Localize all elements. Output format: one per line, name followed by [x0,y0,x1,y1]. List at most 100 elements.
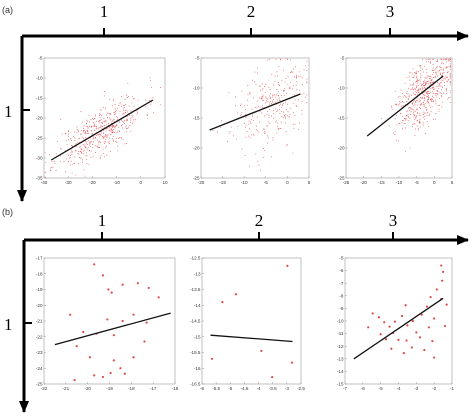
data-point-a2-279 [273,84,275,86]
data-point-a1-443 [115,141,117,143]
data-point-a2-117 [255,83,257,85]
data-point-a1-354 [105,129,107,131]
data-point-a3-438 [405,96,407,98]
data-point-a1-320 [65,158,67,160]
data-point-a1-487 [84,149,86,151]
data-point-a2-114 [266,100,267,102]
panel-b-row-label-1: 1 [4,315,13,334]
data-point-a3-533 [426,92,428,94]
data-point-a3-518 [432,64,434,66]
data-point-a2-299 [260,89,262,91]
data-point-a1-365 [121,125,123,127]
data-point-a2-146 [284,90,286,91]
data-point-a3-105 [421,85,423,86]
data-point-a1-146 [128,96,129,97]
data-point-a3-85 [427,95,429,97]
x-tick-label-a2-3: -5 [264,180,269,185]
data-point-a1-88 [83,132,85,134]
data-point-a3-353 [411,88,413,90]
data-point-a1-193 [119,137,121,139]
data-point-a1-480 [74,139,76,141]
data-point-a3-250 [419,64,421,66]
data-point-a1-207 [70,144,72,146]
data-point-a3-294 [412,89,414,91]
data-point-a1-30 [149,77,151,79]
data-point-b3-25 [418,336,421,339]
y-tick-label-a1-6: -35 [36,176,43,181]
data-point-a2-230 [280,121,282,123]
data-point-a2-213 [276,94,278,96]
fit-line-b2 [210,334,293,343]
data-point-a2-75 [268,86,270,88]
x-tick-label-b3-4: -3 [414,386,419,391]
data-point-a2-220 [280,103,282,105]
data-point-a3-402 [440,92,442,94]
data-point-a1-225 [150,79,151,81]
data-point-a2-67 [264,115,266,117]
data-point-a1-256 [92,136,94,138]
data-point-a2-197 [253,81,255,83]
data-point-a1-66 [77,138,79,140]
data-point-a2-215 [266,114,268,116]
data-point-a2-17 [217,131,218,133]
x-tick-label-a3-0: -25 [343,180,350,185]
data-point-a1-35 [77,153,79,155]
data-point-a1-192 [87,147,89,149]
data-point-a3-52 [440,74,442,76]
data-point-b1-17 [75,345,78,348]
data-point-a1-434 [97,133,99,135]
data-point-a2-37 [246,131,248,133]
data-point-a2-31 [249,91,251,93]
data-point-a2-206 [282,102,284,104]
scatter-plot-a3: -25 -20 -15 -10 -5 0 5 -5 -10 -15 -20 -25 [338,56,454,185]
data-point-a3-153 [419,104,421,106]
x-tick-label-b2-5: -3.5 [269,386,277,391]
data-point-b3-10 [377,316,380,319]
data-point-a1-187 [92,147,94,149]
data-point-a3-382 [418,91,420,93]
data-point-b2-1 [234,293,238,296]
data-point-a1-104 [131,102,133,104]
data-point-a2-165 [281,79,283,81]
y-tick-label-a2-0: -5 [195,56,200,61]
data-point-a1-317 [64,132,66,134]
data-point-a3-221 [433,97,435,98]
data-point-a1-286 [145,106,147,108]
data-point-a1-398 [66,144,68,145]
data-point-a1-232 [116,116,118,117]
data-point-a3-24 [439,84,441,86]
data-point-a1-328 [114,131,116,133]
data-point-a3-102 [442,86,443,88]
data-point-a1-23 [67,155,69,156]
data-point-a1-346 [105,133,107,135]
data-point-a3-444 [437,104,439,106]
data-point-a3-435 [435,72,437,74]
data-point-a2-89 [253,97,255,99]
data-point-a2-285 [298,71,300,73]
data-point-a3-6 [409,71,411,73]
x-tick-label-b1-4: -18 [128,386,135,391]
data-point-a1-179 [125,126,127,128]
data-point-a1-237 [127,97,129,98]
data-point-a1-462 [152,96,154,98]
data-point-a1-160 [113,126,115,128]
data-point-b3-11 [400,314,404,318]
data-point-a1-254 [102,126,103,128]
data-point-a1-321 [70,160,72,162]
fit-line-b1 [54,312,171,346]
data-point-a3-208 [424,118,426,120]
data-point-a1-170 [122,139,124,141]
data-point-a3-200 [429,107,431,109]
data-point-a1-488 [51,161,53,162]
data-point-a1-233 [103,137,105,139]
data-point-b1-23 [101,375,105,379]
x-tick-label-b2-0: -6 [200,386,205,391]
data-point-a2-82 [289,71,291,73]
data-point-a1-202 [75,174,77,176]
data-point-a3-43 [418,121,420,123]
data-point-a1-200 [106,154,108,156]
data-point-a2-26 [258,131,260,133]
data-point-a1-271 [70,155,71,157]
data-point-b3-19 [406,324,409,327]
panel-a-row-label-1: 1 [4,102,13,121]
